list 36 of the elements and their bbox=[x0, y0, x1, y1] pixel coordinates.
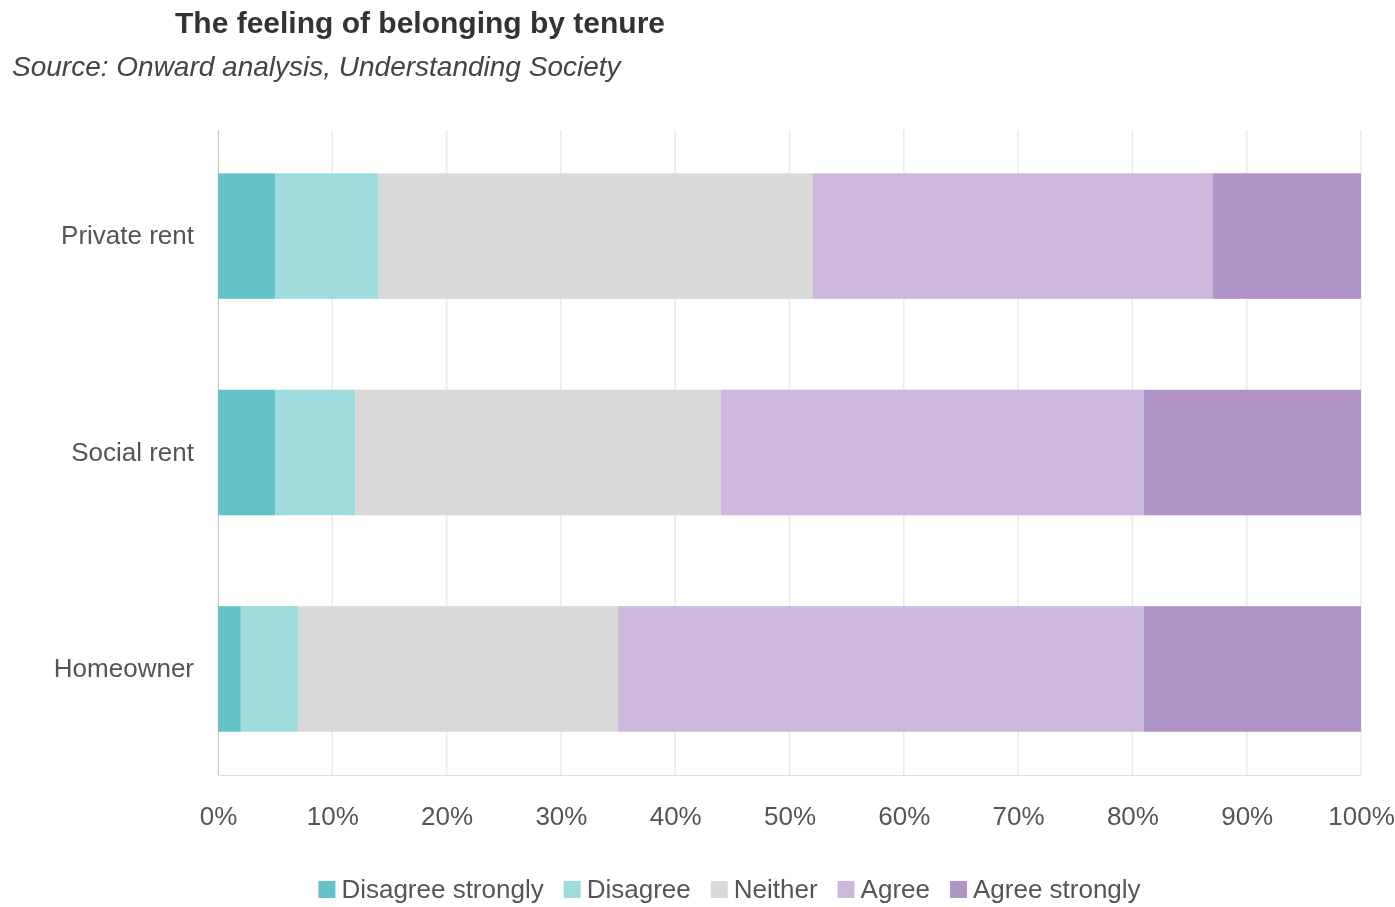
legend-label: Disagree strongly bbox=[341, 874, 544, 904]
bar bbox=[218, 606, 241, 732]
x-tick-label: 0% bbox=[199, 801, 238, 832]
x-tick-label: 50% bbox=[763, 801, 817, 832]
bar bbox=[1212, 173, 1361, 299]
x-tick-label: 20% bbox=[421, 801, 474, 832]
bar bbox=[275, 389, 356, 516]
chart-title: The feeling of belonging by tenure bbox=[175, 6, 666, 39]
x-tick-label: 70% bbox=[992, 801, 1045, 832]
x-tick-label: 80% bbox=[1106, 801, 1159, 832]
legend-label: Disagree bbox=[586, 874, 691, 904]
bar bbox=[275, 173, 379, 299]
y-tick-label: Private rent bbox=[61, 220, 195, 251]
legend-label: Agree bbox=[860, 874, 930, 904]
bar bbox=[240, 606, 299, 732]
bar bbox=[1143, 606, 1361, 732]
bar bbox=[1143, 389, 1361, 516]
bar bbox=[218, 389, 276, 516]
x-tick-label: 60% bbox=[878, 801, 931, 832]
bar bbox=[355, 389, 721, 516]
legend-label: Neither bbox=[733, 874, 818, 904]
chart-subtitle: Source: Onward analysis, Understanding Society bbox=[12, 51, 623, 82]
bar bbox=[720, 389, 1144, 516]
bar bbox=[378, 173, 813, 299]
bar bbox=[618, 606, 1144, 732]
y-tick-label: Homeowner bbox=[53, 653, 195, 684]
x-tick-label: 100% bbox=[1328, 801, 1395, 832]
bar bbox=[298, 606, 619, 732]
legend-label: Agree strongly bbox=[972, 874, 1141, 904]
x-tick-label: 40% bbox=[649, 801, 702, 832]
x-tick-label: 90% bbox=[1221, 801, 1274, 832]
y-tick-label: Social rent bbox=[71, 436, 195, 467]
x-tick-label: 30% bbox=[535, 801, 588, 832]
bar bbox=[812, 173, 1213, 299]
bar bbox=[218, 173, 276, 299]
x-tick-label: 10% bbox=[306, 801, 359, 832]
